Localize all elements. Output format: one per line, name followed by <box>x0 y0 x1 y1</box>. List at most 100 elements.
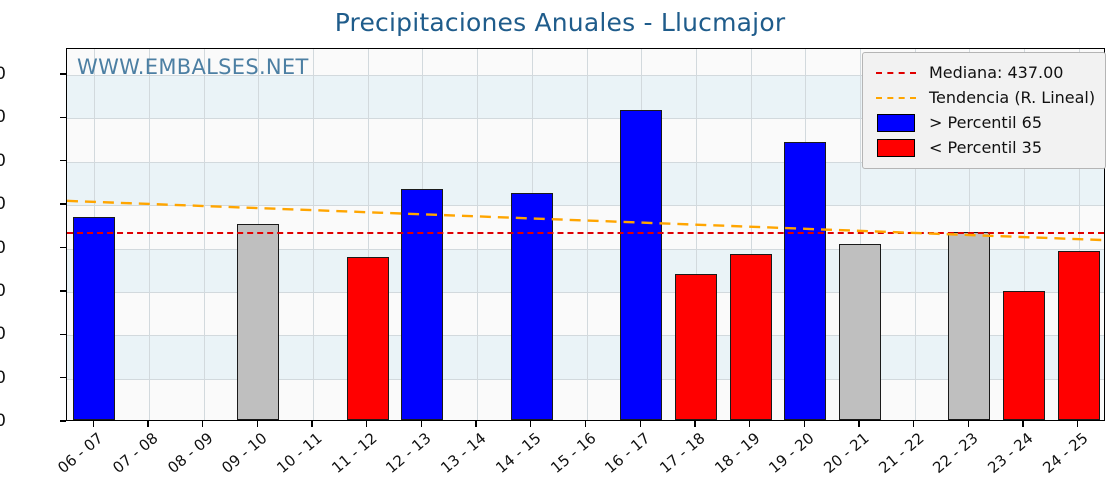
x-axis-tick-mark <box>475 421 477 427</box>
legend-item-label: Tendencia (R. Lineal) <box>929 88 1096 107</box>
gridline-horizontal <box>67 248 1104 250</box>
bar-18-19 <box>729 253 772 420</box>
x-axis-tick-label: 09 - 10 <box>218 429 271 477</box>
y-axis-tick-mark <box>60 290 66 292</box>
x-axis-tick-mark <box>530 421 532 427</box>
x-axis-tick-label: 20 - 21 <box>820 429 873 477</box>
bar-12-13 <box>401 189 444 420</box>
legend-item-label: Mediana: 437.00 <box>929 63 1064 82</box>
median-line <box>67 232 1104 235</box>
gridline-vertical <box>367 49 369 420</box>
x-axis-tick-label: 15 - 16 <box>546 429 600 477</box>
x-axis-tick-label: 16 - 17 <box>601 429 654 477</box>
color-box-icon <box>877 138 915 157</box>
y-axis-tick-label: 400 <box>0 237 6 258</box>
bar-23-24 <box>1002 290 1045 420</box>
x-axis-tick-label: 18 - 19 <box>710 429 764 477</box>
bar-11-12 <box>346 256 389 420</box>
legend-swatch <box>873 138 919 157</box>
gridline-horizontal <box>67 205 1104 207</box>
x-axis-tick-mark <box>147 421 149 427</box>
x-axis-tick-mark <box>311 421 313 427</box>
x-axis-tick-mark <box>748 421 751 427</box>
legend-item: > Percentil 65 <box>873 110 1095 135</box>
legend-item-label: < Percentil 35 <box>929 138 1043 157</box>
y-axis-tick-mark <box>60 246 66 249</box>
x-axis-tick-mark <box>912 421 915 427</box>
x-axis-tick-mark <box>967 421 969 427</box>
bar-20-21 <box>838 243 881 420</box>
x-axis-tick-mark <box>858 421 860 427</box>
x-axis-tick-mark <box>1077 421 1079 427</box>
x-axis-tick-mark <box>256 421 259 427</box>
y-axis-tick-label: 300 <box>0 280 6 301</box>
bar-24-25 <box>1057 251 1100 420</box>
gridline-horizontal <box>67 378 1104 380</box>
x-axis-tick-mark <box>1022 421 1024 427</box>
gridline-vertical <box>859 49 861 420</box>
gridline-vertical <box>750 49 752 420</box>
x-axis-tick-mark <box>639 421 641 427</box>
gridline-vertical <box>914 49 916 420</box>
y-axis-tick-label: 500 <box>0 194 6 215</box>
gridline-horizontal <box>67 161 1104 163</box>
x-axis-tick-label: 22 - 23 <box>929 429 982 477</box>
page-title: Precipitaciones Anuales - Llucmajor <box>334 8 786 37</box>
x-axis-tick-mark <box>92 421 94 427</box>
x-axis-tick-label: 11 - 12 <box>328 429 381 477</box>
x-axis-tick-label: 23 - 24 <box>984 429 1037 477</box>
x-axis-tick-mark <box>584 421 587 427</box>
watermark: WWW.EMBALSES.NET <box>77 55 309 79</box>
dashed-line-icon <box>876 71 916 74</box>
x-axis-tick-label: 06 - 07 <box>54 429 107 477</box>
gridline-horizontal <box>67 75 1104 77</box>
x-axis-tick-label: 17 - 18 <box>656 429 709 477</box>
gridline-horizontal <box>67 291 1104 293</box>
gridline-vertical <box>477 49 479 420</box>
y-axis-tick-mark <box>60 333 66 335</box>
x-axis-tick-mark <box>202 421 204 427</box>
legend-swatch <box>873 71 919 74</box>
x-axis-tick-mark <box>694 421 696 427</box>
trend-line <box>67 199 1104 242</box>
y-axis-tick-mark <box>60 420 66 422</box>
y-axis-tick-label: 800 <box>0 64 6 85</box>
bar-14-15 <box>510 193 553 420</box>
gridline-horizontal <box>67 335 1104 337</box>
gridline-vertical <box>695 49 697 420</box>
x-axis-tick-label: 10 - 11 <box>273 429 326 477</box>
gridline-vertical <box>203 49 205 420</box>
y-axis-tick-label: 200 <box>0 324 6 345</box>
bar-17-18 <box>674 274 717 420</box>
x-axis-tick-label: 21 - 22 <box>874 429 928 477</box>
bar-19-20 <box>784 142 827 420</box>
bar-06-07 <box>73 216 116 420</box>
legend-item: Mediana: 437.00 <box>873 60 1095 85</box>
legend-swatch <box>873 113 919 132</box>
legend-item: < Percentil 35 <box>873 135 1095 160</box>
y-axis-tick-mark <box>60 376 66 379</box>
bar-09-10 <box>237 223 280 420</box>
gridline-vertical <box>1078 49 1080 420</box>
chart-legend: Mediana: 437.00 Tendencia (R. Lineal) > Pe… <box>862 52 1107 169</box>
gridline-vertical <box>313 49 315 420</box>
color-box-icon <box>877 113 915 132</box>
legend-item-label: > Percentil 65 <box>929 113 1043 132</box>
x-axis-tick-mark <box>366 421 368 427</box>
gridline-vertical <box>149 49 151 420</box>
y-axis-tick-mark <box>60 160 66 162</box>
y-axis-tick-label: 700 <box>0 107 6 128</box>
gridline-horizontal <box>67 118 1104 120</box>
y-axis-tick-mark <box>60 73 66 75</box>
legend-swatch <box>873 96 919 99</box>
x-axis-tick-label: 24 - 25 <box>1038 429 1092 477</box>
bar-22-23 <box>948 231 991 420</box>
y-axis-tick-mark <box>60 116 66 119</box>
x-axis-tick-label: 19 - 20 <box>765 429 818 477</box>
dashed-line-icon <box>876 96 916 99</box>
y-axis-tick-label: 100 <box>0 367 6 388</box>
x-axis-tick-label: 07 - 08 <box>109 429 162 477</box>
gridline-vertical <box>586 49 588 420</box>
gridline-vertical <box>1023 49 1025 420</box>
x-axis-tick-label: 12 - 13 <box>382 429 436 477</box>
